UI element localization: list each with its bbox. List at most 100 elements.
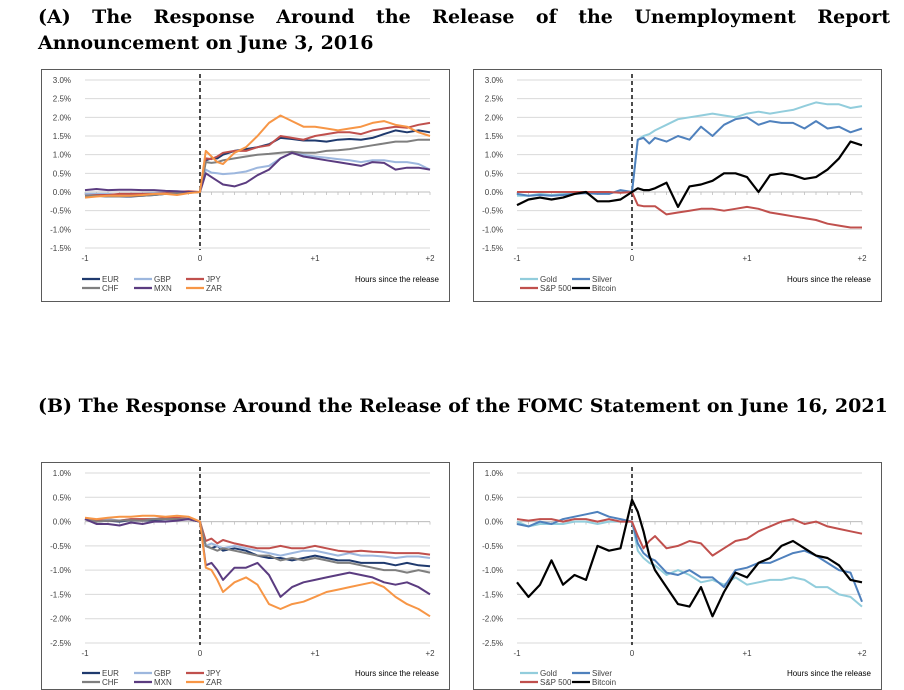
y-tick-label: -0.5% xyxy=(482,207,503,216)
x-tick-label: -1 xyxy=(81,254,89,263)
y-tick-label: 0.0% xyxy=(53,518,71,527)
x-tick-label: 0 xyxy=(198,254,203,263)
x-axis-title: Hours since the release xyxy=(787,275,872,284)
section-b-title: (B) The Response Around the Release of t… xyxy=(38,395,888,417)
y-tick-label: -1.5% xyxy=(50,244,71,253)
y-tick-label: 2.0% xyxy=(485,113,503,122)
x-tick-label: -1 xyxy=(81,649,89,658)
y-tick-label: 2.0% xyxy=(53,113,71,122)
series-line-bitcoin xyxy=(516,140,863,208)
legend-label: GBP xyxy=(154,669,171,678)
chart-b-assets-svg: 1.0% 0.5% 0.0% -0.5% -1.0% -1.5% -2.0% -2.5% -1 0… xyxy=(482,467,872,687)
chart-a-assets-svg: 3.0% 2.5% 2.0% 1.5% 1.0% 0.5% 0.0% -0.5% -1.0% -1… xyxy=(482,74,872,293)
series-line-gold xyxy=(516,520,863,608)
series-line-gbp xyxy=(85,151,431,196)
series-line-s-p-500 xyxy=(516,518,863,557)
legend-label: Bitcoin xyxy=(592,678,616,687)
y-tick-label: -2.5% xyxy=(50,639,71,648)
y-tick-label: -1.0% xyxy=(482,566,503,575)
series-line-s-p-500 xyxy=(517,191,862,229)
series-line-mxn xyxy=(84,151,431,193)
x-tick-label: +1 xyxy=(310,254,320,263)
x-tick-label: +2 xyxy=(857,649,867,658)
legend-label: Silver xyxy=(592,669,612,678)
chart-b-currencies-svg: 1.0% 0.5% 0.0% -0.5% -1.0% -1.5% -2.0% -2.5% -1 0… xyxy=(50,467,440,687)
y-tick-label: 0.5% xyxy=(53,493,71,502)
x-tick-label: +1 xyxy=(742,254,752,263)
x-tick-label: 0 xyxy=(198,649,203,658)
series-line-eur xyxy=(84,518,431,568)
series-line-zar xyxy=(84,514,431,618)
x-tick-label: +1 xyxy=(742,649,752,658)
y-tick-label: 1.0% xyxy=(485,151,503,160)
x-tick-label: 0 xyxy=(630,649,635,658)
legend-label: MXN xyxy=(154,678,172,687)
x-tick-label: +1 xyxy=(310,649,320,658)
chart-a-currencies-svg: 3.0% 2.5% 2.0% 1.5% 1.0% 0.5% 0.0% -0.5% -1.0% -1… xyxy=(50,74,440,293)
series-line-gold xyxy=(517,101,863,197)
series-line-bitcoin xyxy=(516,498,863,618)
legend-label: S&P 500 xyxy=(540,284,572,293)
x-tick-label: -1 xyxy=(513,254,521,263)
y-tick-label: -1.5% xyxy=(50,590,71,599)
y-tick-label: 1.5% xyxy=(53,132,71,141)
y-tick-label: -1.0% xyxy=(50,225,71,234)
y-tick-label: 0.5% xyxy=(53,169,71,178)
chart-a-currencies: 3.0% 2.5% 2.0% 1.5% 1.0% 0.5% 0.0% -0.5% -1.0% -1… xyxy=(41,69,450,302)
y-tick-label: 0.0% xyxy=(485,188,503,197)
y-tick-label: -0.5% xyxy=(482,542,503,551)
y-tick-label: 1.5% xyxy=(485,132,503,141)
legend-label: ZAR xyxy=(206,284,222,293)
x-tick-label: +2 xyxy=(425,649,435,658)
legend-label: EUR xyxy=(102,275,119,284)
legend-label: Gold xyxy=(540,669,557,678)
legend-label: CHF xyxy=(102,678,119,687)
series-line-zar xyxy=(84,114,431,199)
legend-label: Bitcoin xyxy=(592,284,616,293)
series-line-silver xyxy=(516,116,863,197)
x-axis-title: Hours since the release xyxy=(355,669,440,678)
legend-label: MXN xyxy=(154,284,172,293)
y-tick-label: 3.0% xyxy=(485,76,503,85)
y-tick-label: 1.0% xyxy=(485,469,503,478)
y-tick-label: -1.0% xyxy=(482,225,503,234)
series-line-chf xyxy=(84,518,431,574)
y-tick-label: 0.0% xyxy=(485,518,503,527)
x-axis-title: Hours since the release xyxy=(355,275,440,284)
y-tick-label: 3.0% xyxy=(53,76,71,85)
x-tick-label: +2 xyxy=(425,254,435,263)
y-tick-label: 0.5% xyxy=(485,169,503,178)
chart-a-assets: 3.0% 2.5% 2.0% 1.5% 1.0% 0.5% 0.0% -0.5% -1.0% -1… xyxy=(473,69,882,302)
chart-b-assets: 1.0% 0.5% 0.0% -0.5% -1.0% -1.5% -2.0% -2.5% -1 0… xyxy=(473,462,882,690)
x-tick-label: 0 xyxy=(630,254,635,263)
y-tick-label: 2.5% xyxy=(53,95,71,104)
y-tick-label: 1.0% xyxy=(53,151,71,160)
y-tick-label: -0.5% xyxy=(50,542,71,551)
y-tick-label: -1.5% xyxy=(482,244,503,253)
x-tick-label: -1 xyxy=(513,649,521,658)
legend-label: S&P 500 xyxy=(540,678,572,687)
series-line-silver xyxy=(516,510,863,603)
y-tick-label: 2.5% xyxy=(485,95,503,104)
y-tick-label: 0.5% xyxy=(485,493,503,502)
y-tick-label: -1.0% xyxy=(50,566,71,575)
legend-label: GBP xyxy=(154,275,171,284)
series-line-mxn xyxy=(84,518,431,598)
legend-label: Silver xyxy=(592,275,612,284)
legend-label: Gold xyxy=(540,275,557,284)
x-tick-label: +2 xyxy=(857,254,867,263)
section-a-title: (A) The Response Around the Release of t… xyxy=(38,6,890,54)
y-tick-label: -2.0% xyxy=(482,615,503,624)
y-tick-label: -1.5% xyxy=(482,590,503,599)
legend-label: ZAR xyxy=(206,678,222,687)
legend-label: CHF xyxy=(102,284,119,293)
chart-b-currencies: 1.0% 0.5% 0.0% -0.5% -1.0% -1.5% -2.0% -2.5% -1 0… xyxy=(41,462,450,690)
y-tick-label: -2.0% xyxy=(50,615,71,624)
y-tick-label: 0.0% xyxy=(53,188,71,197)
legend-label: JPY xyxy=(206,275,221,284)
legend-label: EUR xyxy=(102,669,119,678)
y-tick-label: 1.0% xyxy=(53,469,71,478)
y-tick-label: -0.5% xyxy=(50,207,71,216)
y-tick-label: -2.5% xyxy=(482,639,503,648)
legend-label: JPY xyxy=(206,669,221,678)
